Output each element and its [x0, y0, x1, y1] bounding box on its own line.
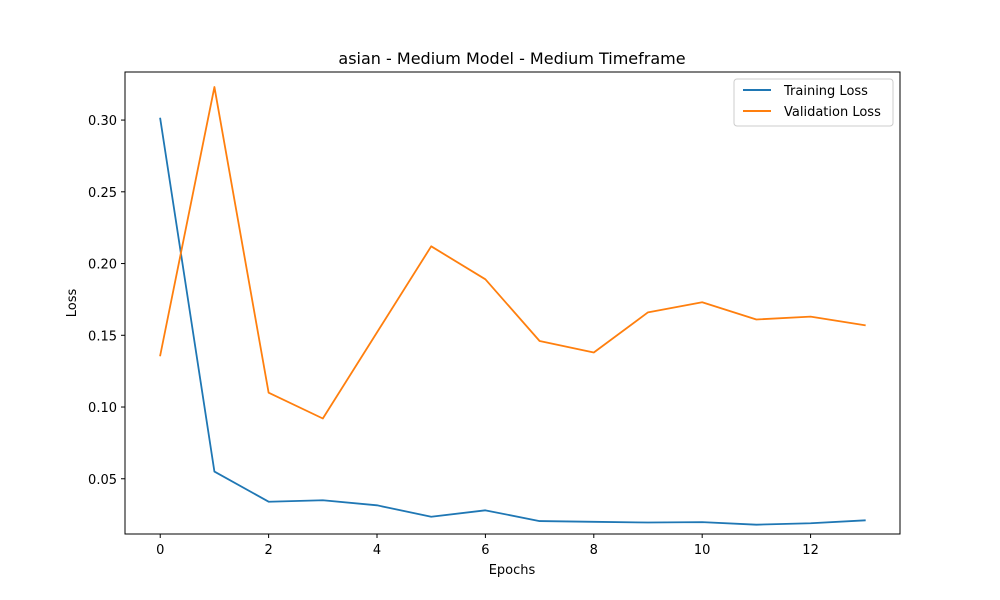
- y-tick-label: 0.05: [88, 473, 117, 488]
- x-axis: 0 2 4 6 8 10 12: [156, 534, 819, 558]
- x-tick-label: 4: [373, 543, 381, 558]
- legend-label-training-loss: Training Loss: [783, 84, 868, 99]
- y-axis: 0.05 0.10 0.15 0.20 0.25 0.30: [88, 114, 125, 488]
- chart-title: asian - Medium Model - Medium Timeframe: [338, 49, 685, 68]
- x-tick-label: 10: [694, 543, 711, 558]
- y-tick-label: 0.10: [88, 401, 117, 416]
- y-axis-title: Loss: [65, 289, 80, 318]
- y-tick-label: 0.30: [88, 114, 117, 129]
- legend-box: [733, 78, 894, 127]
- legend: Training Loss Validation Loss: [733, 78, 894, 127]
- x-axis-title: Epochs: [489, 563, 536, 578]
- x-tick-label: 12: [802, 543, 819, 558]
- series-line-validation-loss: [159, 86, 866, 420]
- y-tick-label: 0.20: [88, 258, 117, 273]
- y-tick-label: 0.15: [88, 329, 117, 344]
- plot-area: 0 2 4 6 8 10 12 0.05 0.10 0.15 0.20 0.25 0.30: [88, 71, 901, 558]
- x-tick-label: 8: [590, 543, 598, 558]
- x-tick-label: 0: [156, 543, 164, 558]
- x-tick-label: 6: [481, 543, 489, 558]
- legend-label-validation-loss: Validation Loss: [784, 105, 881, 120]
- plot-frame: [124, 71, 901, 535]
- series-lines: [159, 86, 866, 526]
- y-tick-label: 0.25: [88, 186, 117, 201]
- x-tick-label: 2: [264, 543, 272, 558]
- series-line-training-loss: [159, 117, 866, 526]
